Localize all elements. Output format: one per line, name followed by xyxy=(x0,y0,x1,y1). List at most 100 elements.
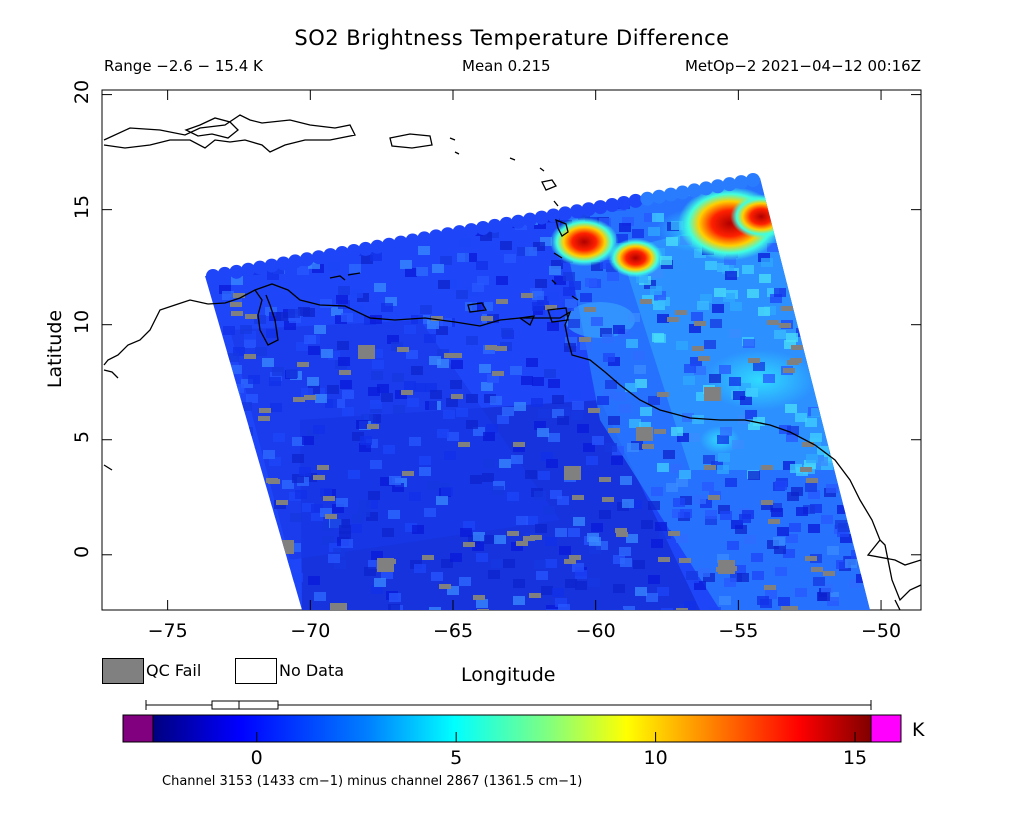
swath-pixel xyxy=(525,247,537,256)
swath-pixel xyxy=(484,535,496,544)
swath-pixel xyxy=(409,437,421,446)
swath-pixel xyxy=(359,443,371,452)
swath-pixel xyxy=(729,329,741,338)
swath-pixel xyxy=(356,420,368,429)
swath-pixel xyxy=(572,401,584,410)
qc-fail-pixel xyxy=(602,497,614,502)
qc-fail-pixel xyxy=(529,593,541,598)
swath-pixel xyxy=(494,535,506,544)
swath-pixel xyxy=(291,573,303,582)
swath-pixel xyxy=(591,523,603,532)
swath-pixel xyxy=(837,505,849,514)
swath-pixel xyxy=(757,596,769,605)
swath-pixel xyxy=(472,542,484,551)
qc-fail-pixel xyxy=(640,299,652,304)
swath-pixel xyxy=(661,608,673,610)
colorbar xyxy=(122,700,902,743)
swath-pixel xyxy=(307,377,319,386)
swath-pixel xyxy=(589,545,601,554)
swath-pixel xyxy=(558,604,570,610)
swath-pixel xyxy=(425,383,437,392)
qc-fail-pixel xyxy=(676,608,688,610)
colorbar-tick-label: 5 xyxy=(450,747,463,769)
swath-pixel xyxy=(759,274,771,283)
swath-pixel xyxy=(774,330,786,339)
swath-pixel xyxy=(677,433,689,442)
swath-pixel xyxy=(627,443,639,452)
swath-edge-scallop xyxy=(605,198,620,213)
swath-pixel xyxy=(370,315,382,324)
swath-edge-scallop xyxy=(722,177,737,192)
colorbar-over xyxy=(870,714,902,743)
swath-pixel xyxy=(732,440,744,449)
qc-fail-pixel xyxy=(761,500,773,505)
swath-pixel xyxy=(626,339,638,348)
swath-pixel xyxy=(827,597,839,606)
swath-pixel xyxy=(795,588,807,597)
swath-pixel xyxy=(465,253,477,262)
swath-pixel xyxy=(308,576,320,585)
swath-pixel xyxy=(724,256,736,265)
swath-pixel xyxy=(836,560,848,569)
swath-pixel xyxy=(671,427,683,436)
swath-pixel xyxy=(266,329,278,338)
swath-pixel xyxy=(227,353,239,362)
swath-pixel xyxy=(286,369,298,378)
swath-pixel xyxy=(709,607,721,610)
qc-fail-pixel xyxy=(268,479,280,484)
swath-pixel xyxy=(513,579,525,588)
swath-pixel xyxy=(374,283,386,292)
swath-pixel xyxy=(341,539,353,548)
swath-pixel xyxy=(740,396,752,405)
swath-edge-scallop xyxy=(710,179,725,194)
swath-pixel xyxy=(589,537,601,546)
swath-pixel xyxy=(270,403,282,412)
swath-edge-scallop xyxy=(581,202,596,217)
swath-pixel xyxy=(650,286,662,295)
swath-pixel xyxy=(837,528,849,537)
range-label: Range −2.6 − 15.4 K xyxy=(104,57,263,75)
swath-pixel xyxy=(796,507,808,516)
swath-pixel xyxy=(603,390,615,399)
swath-pixel xyxy=(377,384,389,393)
swath-pixel xyxy=(273,433,285,442)
qc-fail-pixel xyxy=(259,408,271,413)
swath-pixel xyxy=(430,390,442,399)
swath-pixel xyxy=(585,278,597,287)
swath-pixel xyxy=(720,427,732,436)
swath-pixel xyxy=(406,350,418,359)
swath-pixel xyxy=(486,424,498,433)
swath-pixel xyxy=(517,247,529,256)
swath-pixel xyxy=(514,402,526,411)
qc-fail-pixel xyxy=(473,595,485,600)
swath-pixel xyxy=(629,419,641,428)
swath-pixel xyxy=(810,433,822,442)
swath-pixel xyxy=(305,473,317,482)
swath-pixel xyxy=(370,400,382,409)
swath-pixel xyxy=(338,519,350,528)
swath-pixel xyxy=(730,302,742,311)
swath-pixel xyxy=(466,394,478,403)
swath-pixel xyxy=(276,312,288,321)
swath-pixel xyxy=(778,597,790,606)
swath-pixel xyxy=(304,335,316,344)
swath-pixel xyxy=(295,490,307,499)
swath-pixel xyxy=(551,260,563,269)
swath-pixel xyxy=(639,422,651,431)
swath-pixel xyxy=(445,279,457,288)
qc-fail-pixel xyxy=(800,467,812,472)
qc-fail-pixel xyxy=(401,390,413,395)
swath-pixel xyxy=(588,578,600,587)
swath-edge-scallop xyxy=(452,225,467,240)
swath-pixel xyxy=(272,265,284,274)
swath-pixel xyxy=(569,390,581,399)
swath-pixel xyxy=(641,520,653,529)
swath-pixel xyxy=(703,573,715,582)
swath-pixel xyxy=(753,417,765,426)
swath-pixel xyxy=(246,394,258,403)
qc-fail-pixel xyxy=(667,317,679,322)
swath-pixel xyxy=(552,409,564,418)
swath-pixel xyxy=(302,436,314,445)
swath-pixel xyxy=(440,318,452,327)
swath-pixel xyxy=(337,341,349,350)
